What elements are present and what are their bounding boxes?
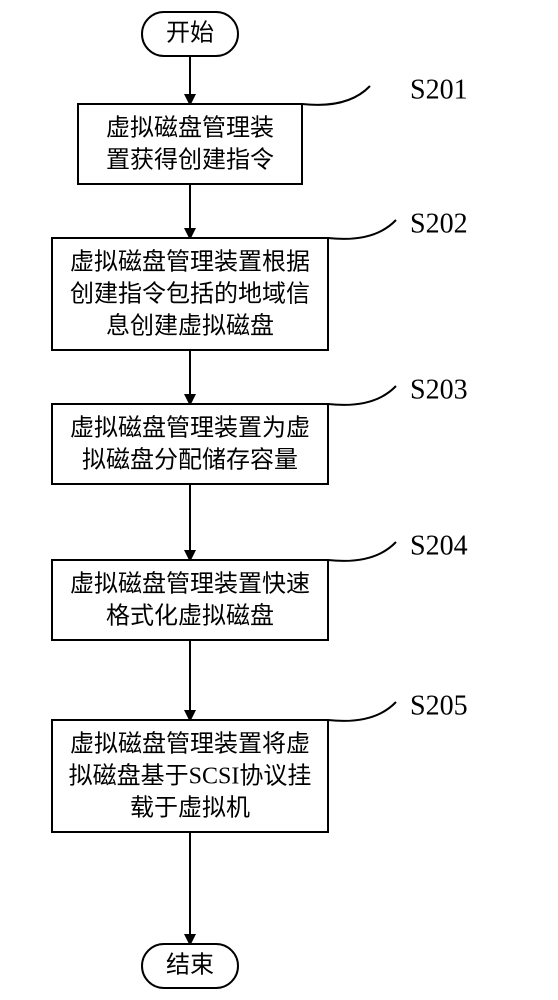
process-text: 虚拟磁盘管理装置根据 [70,249,310,276]
process-text: 虚拟磁盘管理装置快速 [70,571,310,598]
start-terminal: 开始 [142,12,238,56]
step-callout-s204: S204 [328,530,468,561]
step-label: S201 [410,74,468,105]
process-box-s204: 虚拟磁盘管理装置快速格式化虚拟磁盘 [52,560,328,640]
process-text: 载于虚拟机 [130,795,250,822]
end-label: 结束 [166,952,214,979]
process-text: 创建指令包括的地域信 [70,281,310,308]
step-callout-s201: S201 [302,74,468,105]
step-callout-s205: S205 [328,690,468,721]
process-text: 息创建虚拟磁盘 [106,313,274,340]
process-box-s201: 虚拟磁盘管理装置获得创建指令 [78,104,302,184]
process-text: 虚拟磁盘管理装置为虚 [70,415,310,442]
step-label: S203 [410,374,468,405]
process-text: 格式化虚拟磁盘 [106,603,274,630]
step-callout-s202: S202 [328,208,468,239]
step-label: S202 [410,208,468,239]
start-label: 开始 [166,20,214,47]
process-box-s202: 虚拟磁盘管理装置根据创建指令包括的地域信息创建虚拟磁盘 [52,238,328,350]
process-box-s205: 虚拟磁盘管理装置将虚拟磁盘基于SCSI协议挂载于虚拟机 [52,720,328,832]
process-text: 拟磁盘分配储存容量 [82,447,298,474]
process-text: 拟磁盘基于SCSI协议挂 [69,763,312,790]
flowchart: 开始结束 虚拟磁盘管理装置获得创建指令虚拟磁盘管理装置根据创建指令包括的地域信息… [0,0,558,1000]
process-box-s203: 虚拟磁盘管理装置为虚拟磁盘分配储存容量 [52,404,328,484]
step-label: S205 [410,690,468,721]
step-label: S204 [410,530,468,561]
process-text: 虚拟磁盘管理装 [106,115,274,142]
process-text: 置获得创建指令 [106,147,274,174]
process-text: 虚拟磁盘管理装置将虚 [70,731,310,758]
step-callout-s203: S203 [328,374,468,405]
end-terminal: 结束 [142,944,238,988]
